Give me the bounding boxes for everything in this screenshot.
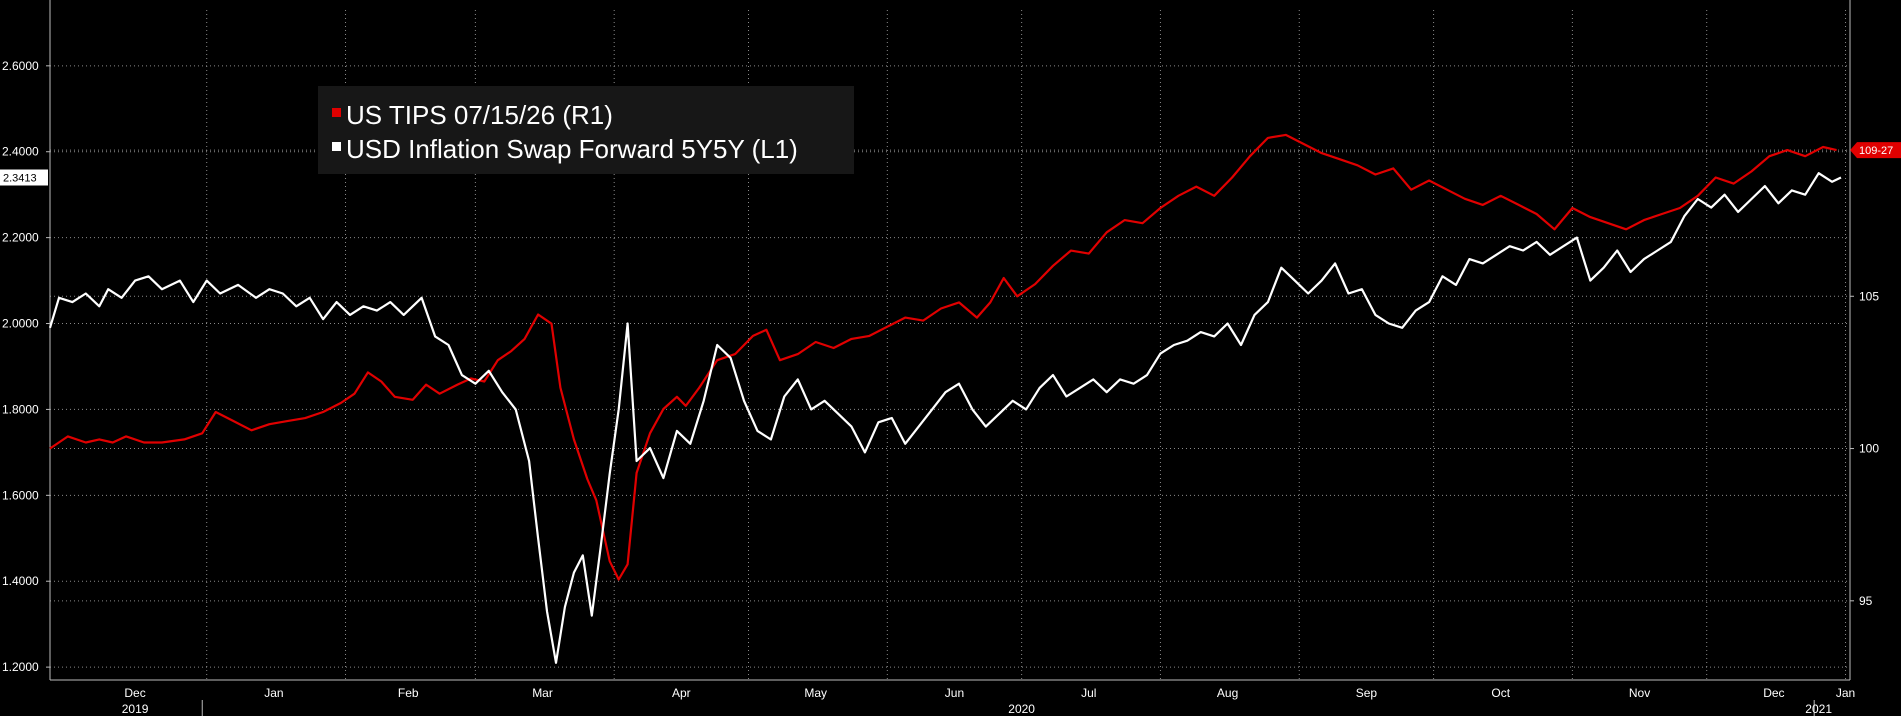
month-label: Jun xyxy=(945,686,964,700)
legend-swatch-tips xyxy=(332,108,341,117)
legend-swatch-swap xyxy=(332,142,341,151)
month-label: Dec xyxy=(1763,686,1784,700)
month-label: Mar xyxy=(532,686,553,700)
series-line-tips xyxy=(49,133,1837,581)
left-tick-label: 2.2000 xyxy=(2,231,39,245)
last-value-tag-right xyxy=(1850,142,1901,159)
last-value-tag-left xyxy=(0,169,48,186)
right-tick-label: 100 xyxy=(1859,442,1879,456)
legend-background xyxy=(318,86,854,174)
left-tick-label: 2.0000 xyxy=(2,317,39,331)
year-label: 2021 xyxy=(1805,702,1832,716)
left-tick-label: 1.4000 xyxy=(2,574,39,588)
left-tick-label: 1.6000 xyxy=(2,488,39,502)
left-tick-label: 1.2000 xyxy=(2,660,39,674)
legend: US TIPS 07/15/26 (R1) USD Inflation Swap… xyxy=(318,86,854,174)
series-layer xyxy=(48,133,1842,664)
right-tick-label: 95 xyxy=(1859,594,1873,608)
left-tick-label: 2.4000 xyxy=(2,145,39,159)
month-label: Feb xyxy=(398,686,419,700)
month-label: Jul xyxy=(1081,686,1096,700)
left-tick-label: 1.8000 xyxy=(2,402,39,416)
legend-label-tips: US TIPS 07/15/26 (R1) xyxy=(346,100,613,130)
month-label: Jan xyxy=(1836,686,1855,700)
month-label: May xyxy=(804,686,827,700)
month-label: Apr xyxy=(672,686,691,700)
year-label: 2020 xyxy=(1008,702,1035,716)
last-value-tag-left-text: 2.3413 xyxy=(3,173,37,185)
left-tick-label: 2.6000 xyxy=(2,59,39,73)
right-tick-label: 105 xyxy=(1859,289,1879,303)
labels: 1.2000 1.4000 1.6000 1.8000 2.0000 2.2000 2.40… xyxy=(0,59,1901,716)
axes xyxy=(46,0,1854,716)
month-label: Nov xyxy=(1629,686,1650,700)
month-label: Jan xyxy=(264,686,283,700)
month-label: Dec xyxy=(124,686,145,700)
legend-label-swap: USD Inflation Swap Forward 5Y5Y (L1) xyxy=(346,134,798,164)
last-value-tag-right-text: 109-27 xyxy=(1859,145,1893,157)
month-label: Aug xyxy=(1217,686,1238,700)
month-label: Oct xyxy=(1491,686,1510,700)
year-label: 2019 xyxy=(122,702,149,716)
month-label: Sep xyxy=(1356,686,1378,700)
series-line-swap xyxy=(48,172,1842,664)
